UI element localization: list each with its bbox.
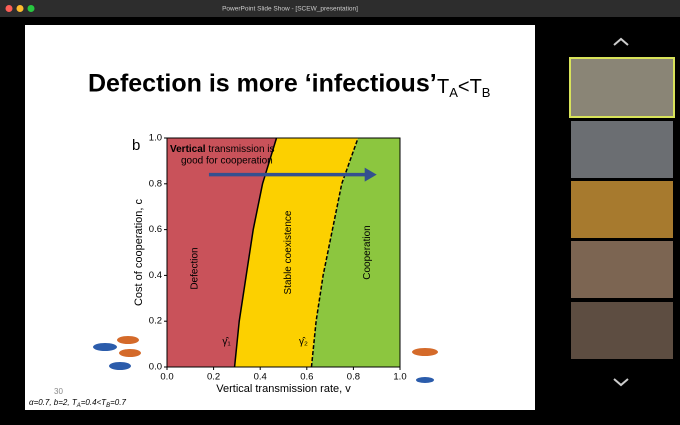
plot: γ̂₁ γ̂₂ Defection Stable coexistence Coopera… <box>132 133 407 395</box>
annotation: Vertical transmission is <box>170 144 275 155</box>
video-tile[interactable] <box>571 302 673 359</box>
window-title: PowerPoint Slide Show - [SCEW_presentati… <box>222 6 358 13</box>
y-tick-label: 0.0 <box>149 362 162 373</box>
scroll-up[interactable] <box>613 37 629 46</box>
region-label: Cooperation <box>362 225 373 279</box>
zoom-button[interactable] <box>27 5 35 12</box>
fn: α=0.7, b=2, T <box>29 398 78 407</box>
region <box>167 138 277 367</box>
x-axis-label: Vertical transmission rate, v <box>216 383 351 395</box>
x-tick-label: 0.0 <box>160 372 173 383</box>
x-tick-label: 0.4 <box>254 372 267 383</box>
scroll-down[interactable] <box>613 378 629 387</box>
video-tile[interactable] <box>569 57 675 118</box>
arrow-head <box>364 167 377 182</box>
video-tile[interactable] <box>571 121 673 178</box>
icon <box>412 348 438 356</box>
icon <box>117 336 139 344</box>
icon <box>93 343 117 351</box>
fn: =0.7 <box>110 398 126 407</box>
math-sub: B <box>482 85 491 100</box>
y-tick-label: 0.6 <box>149 224 162 235</box>
annotation: good for cooperation <box>181 156 273 167</box>
footnote: α=0.7, b=2, TA=0.4<TB=0.7 <box>29 398 126 408</box>
video-tile[interactable] <box>571 181 673 238</box>
y-tick-label: 1.0 <box>149 133 162 144</box>
title-bar <box>0 0 680 17</box>
x-tick-label: 0.2 <box>207 372 220 383</box>
slide-title: Defection is more ‘infectious’ <box>88 70 437 98</box>
x-tick-label: 1.0 <box>393 372 406 383</box>
y-tick-label: 0.4 <box>149 270 162 281</box>
region-label: Stable coexistence <box>283 210 294 294</box>
close-button[interactable] <box>5 5 13 12</box>
minimize-button[interactable] <box>16 5 24 12</box>
x-tick-label: 0.8 <box>347 372 360 383</box>
boundary-label: γ̂₁ <box>222 336 231 348</box>
participants-panel <box>569 37 675 387</box>
fn: =0.4<T <box>81 398 107 407</box>
dolphin-icons <box>93 336 438 383</box>
region-label: Defection <box>190 247 201 289</box>
video-tile[interactable] <box>571 241 673 298</box>
math: <T <box>458 76 482 98</box>
panel-label: b <box>132 137 140 154</box>
region <box>234 138 359 367</box>
icon <box>416 377 434 383</box>
y-tick-label: 0.8 <box>149 178 162 189</box>
fn-sub: B <box>106 403 110 409</box>
annotation-bold: Vertical <box>170 144 206 155</box>
boundary-label: γ̂₂ <box>299 336 308 348</box>
x-tick-label: 0.6 <box>300 372 313 383</box>
annotation-text: transmission is <box>206 144 275 155</box>
region <box>311 138 400 367</box>
icon <box>119 349 141 357</box>
page-number: 30 <box>54 387 63 396</box>
y-tick-label: 0.2 <box>149 316 162 327</box>
slide-title-math: TA<TB <box>437 76 490 100</box>
icon <box>109 362 131 370</box>
math: T <box>437 76 449 98</box>
plot-frame <box>166 137 401 368</box>
math-sub: A <box>449 85 458 100</box>
y-axis-label: Cost of cooperation, c <box>133 199 145 307</box>
fn-sub: A <box>76 403 81 409</box>
